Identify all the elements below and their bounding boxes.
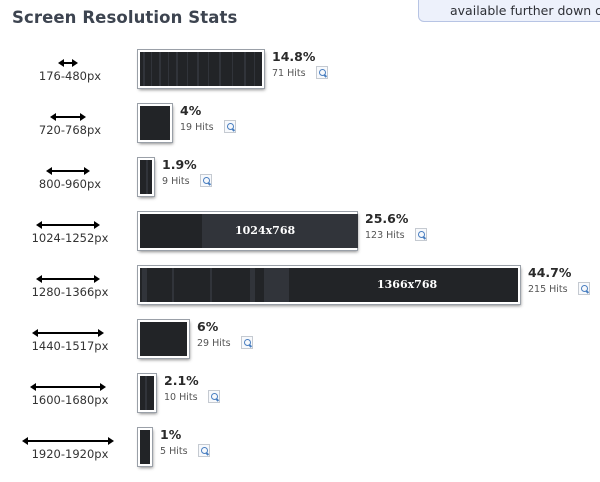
magnifier-icon[interactable] (415, 228, 427, 241)
percent-label: 1% (160, 427, 182, 442)
magnifier-icon[interactable] (208, 390, 220, 403)
bar-stripe (151, 52, 152, 86)
bar-stripe (159, 52, 161, 86)
resolution-bar[interactable]: 1024x768 (138, 212, 358, 250)
range-arrow-icon (36, 221, 100, 229)
bar-stripe (168, 52, 169, 86)
bar-stripe (250, 268, 255, 302)
bar-resolution-label: 1024x768 (235, 224, 296, 237)
percent-label: 1.9% (162, 157, 197, 172)
percent-label: 4% (180, 103, 202, 118)
magnifier-icon[interactable] (578, 282, 590, 295)
range-label: 720-768px (38, 123, 102, 137)
bar-resolution-label: 1366x768 (377, 278, 438, 291)
bar-stripe (187, 52, 188, 86)
resolution-bar[interactable] (138, 428, 152, 466)
resolution-row: 800-960px 1.9% 9 Hits (0, 153, 600, 201)
resolution-bar[interactable] (138, 158, 154, 196)
notice-text: available further down on (450, 3, 600, 18)
bar-stripe (244, 52, 246, 86)
bar-stripe (202, 214, 358, 248)
percent-label: 2.1% (164, 373, 199, 388)
magnifier-icon[interactable] (241, 336, 253, 349)
bar-stripe (315, 214, 317, 248)
hits-label: 29 Hits (197, 338, 231, 349)
resolution-row: 1280-1366px 1366x768 44.7% 215 Hits (0, 261, 600, 309)
resolution-bar[interactable] (138, 320, 189, 358)
bar-stripe (346, 214, 347, 248)
range-label: 800-960px (38, 177, 102, 191)
bar-stripe (219, 52, 221, 86)
bar-stripe (146, 160, 148, 194)
range-arrow-icon (58, 59, 78, 67)
hits-label: 71 Hits (272, 68, 306, 79)
hits-label: 215 Hits (528, 284, 568, 295)
hits-label: 5 Hits (160, 446, 188, 457)
bar-stripe (145, 376, 147, 410)
range-arrow-icon (32, 329, 104, 337)
resolution-row: 176-480px 14.8% 71 Hits (0, 45, 600, 93)
bar-stripe (143, 52, 145, 86)
bar-stripe (336, 214, 338, 248)
bar-stripe (264, 268, 289, 302)
range-arrow-icon (36, 275, 100, 283)
range-arrow-icon (30, 383, 106, 391)
resolution-bar[interactable]: 1366x768 (138, 266, 520, 304)
resolution-row: 1600-1680px 2.1% 10 Hits (0, 369, 600, 417)
bar-stripe (142, 268, 147, 302)
hits-label: 19 Hits (180, 122, 214, 133)
percent-label: 25.6% (365, 211, 409, 226)
range-arrow-icon (22, 437, 114, 445)
bar-stripe (325, 214, 327, 248)
bar-stripe (208, 52, 209, 86)
percent-label: 14.8% (272, 49, 316, 64)
bar-stripe (172, 268, 174, 302)
resolution-bar[interactable] (138, 104, 172, 142)
page-title: Screen Resolution Stats (12, 8, 238, 27)
percent-label: 6% (197, 319, 219, 334)
bar-stripe (210, 268, 212, 302)
hits-label: 123 Hits (365, 230, 405, 241)
hits-label: 9 Hits (162, 176, 190, 187)
resolution-bar[interactable] (138, 374, 156, 412)
magnifier-icon[interactable] (200, 174, 212, 187)
info-notice: available further down on (418, 0, 600, 22)
percent-label: 44.7% (528, 265, 572, 280)
bar-stripe (254, 52, 255, 86)
resolution-bar[interactable] (138, 50, 264, 88)
magnifier-icon[interactable] (224, 120, 236, 133)
range-label: 1920-1920px (31, 447, 109, 461)
magnifier-icon[interactable] (316, 66, 328, 79)
range-label: 1024-1252px (31, 231, 109, 245)
magnifier-icon[interactable] (198, 444, 210, 457)
bar-stripe (305, 214, 307, 248)
hits-label: 10 Hits (164, 392, 198, 403)
range-arrow-icon (46, 167, 90, 175)
bar-stripe (232, 52, 233, 86)
range-label: 1280-1366px (31, 285, 109, 299)
resolution-row: 1024-1252px 1024x768 25.6% 123 Hits (0, 207, 600, 255)
range-label: 1600-1680px (31, 393, 109, 407)
bar-stripe (176, 52, 178, 86)
resolution-row: 720-768px 4% 19 Hits (0, 99, 600, 147)
resolution-row: 1920-1920px 1% 5 Hits (0, 423, 600, 471)
resolution-row: 1440-1517px 6% 29 Hits (0, 315, 600, 363)
range-arrow-icon (50, 113, 86, 121)
range-label: 1440-1517px (31, 339, 109, 353)
range-label: 176-480px (38, 69, 102, 83)
bar-stripe (197, 52, 199, 86)
